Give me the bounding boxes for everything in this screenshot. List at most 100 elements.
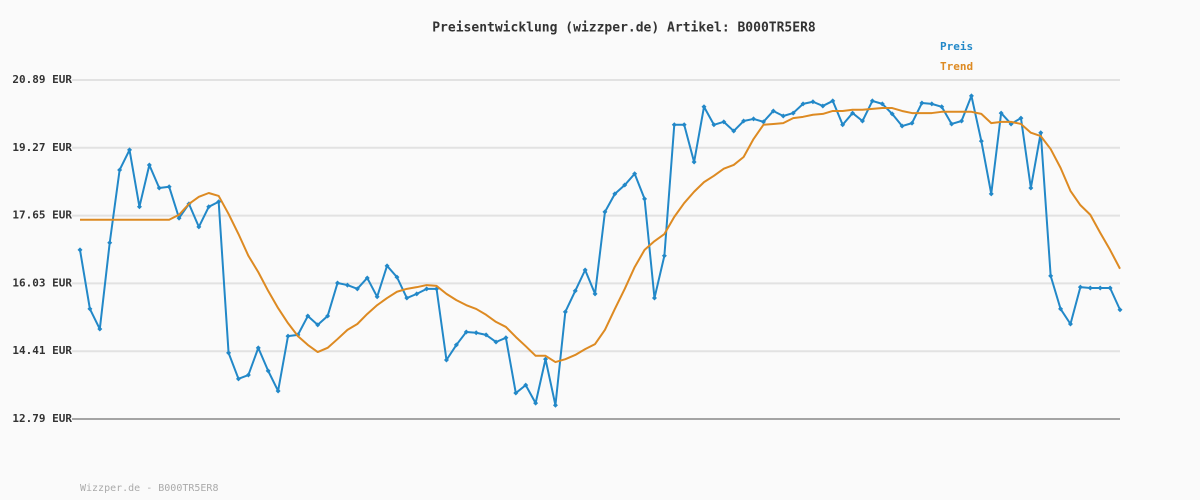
point (1067, 321, 1073, 327)
y-tick-label: 17.65 EUR (12, 209, 72, 222)
point (661, 253, 667, 259)
point (117, 167, 123, 173)
point (929, 101, 935, 107)
point (394, 274, 400, 280)
point (77, 247, 83, 253)
point (988, 191, 994, 197)
point (226, 350, 232, 356)
point (1058, 306, 1064, 312)
point (156, 185, 162, 191)
point (572, 288, 578, 294)
point (1018, 115, 1024, 121)
point (483, 332, 489, 338)
point (978, 138, 984, 144)
point (523, 382, 529, 388)
y-tick-label: 20.89 EUR (12, 73, 72, 86)
y-tick-label: 19.27 EUR (12, 141, 72, 154)
point (265, 368, 271, 374)
y-tick-label: 14.41 EUR (12, 344, 72, 357)
point (959, 118, 965, 124)
point (1038, 130, 1044, 136)
point (1048, 273, 1054, 279)
point (97, 326, 103, 332)
point (533, 400, 539, 406)
point (741, 118, 747, 124)
chart-title: Preisentwicklung (wizzper.de) Artikel: B… (432, 21, 816, 36)
point (681, 122, 687, 128)
point (592, 291, 598, 297)
point (899, 123, 905, 129)
point (374, 294, 380, 300)
point (760, 119, 766, 125)
point (998, 110, 1004, 116)
point (285, 333, 291, 339)
point (850, 110, 856, 116)
point (1107, 285, 1113, 291)
footer: Wizzper.de - B000TR5ER8 (80, 483, 218, 494)
point (513, 390, 519, 396)
point (1087, 285, 1093, 291)
point (919, 100, 925, 106)
point (810, 99, 816, 105)
legend-label: Trend (940, 60, 973, 73)
line-0 (79, 94, 1121, 407)
point (255, 345, 261, 351)
point (176, 215, 182, 221)
point (889, 111, 895, 117)
point (770, 108, 776, 114)
point (146, 162, 152, 168)
point (840, 122, 846, 128)
point (315, 322, 321, 328)
point (127, 147, 133, 153)
point (949, 121, 955, 127)
point (364, 275, 370, 281)
point (473, 330, 479, 336)
point (493, 339, 499, 345)
point (562, 309, 568, 315)
point (721, 119, 727, 125)
point (443, 357, 449, 363)
point (800, 101, 806, 107)
point (354, 286, 360, 292)
point (404, 295, 410, 301)
legend-label: Preis (940, 40, 973, 53)
point (612, 191, 618, 197)
point (325, 313, 331, 319)
point (414, 291, 420, 297)
point (790, 110, 796, 116)
point (552, 402, 558, 408)
point (830, 98, 836, 104)
point (275, 388, 281, 394)
point (859, 118, 865, 124)
point (651, 295, 657, 301)
point (671, 122, 677, 128)
point (691, 159, 697, 165)
point (216, 199, 222, 205)
point (107, 240, 113, 246)
point (701, 104, 707, 110)
point (1117, 307, 1123, 313)
point (136, 204, 142, 210)
point (1028, 185, 1034, 191)
point (344, 282, 350, 288)
point (453, 342, 459, 348)
point (87, 306, 93, 312)
point (780, 113, 786, 119)
point (245, 372, 251, 378)
point (632, 171, 638, 177)
point (206, 204, 212, 210)
y-tick-label: 16.03 EUR (12, 276, 72, 289)
point (731, 128, 737, 134)
point (820, 103, 826, 109)
point (869, 98, 875, 104)
point (166, 184, 172, 190)
point (1077, 284, 1083, 290)
point (968, 93, 974, 99)
point (543, 356, 549, 362)
point (711, 122, 717, 128)
y-tick-label: 12.79 EUR (12, 412, 72, 425)
point (503, 335, 509, 341)
point (582, 267, 588, 273)
point (602, 209, 608, 215)
point (622, 182, 628, 188)
